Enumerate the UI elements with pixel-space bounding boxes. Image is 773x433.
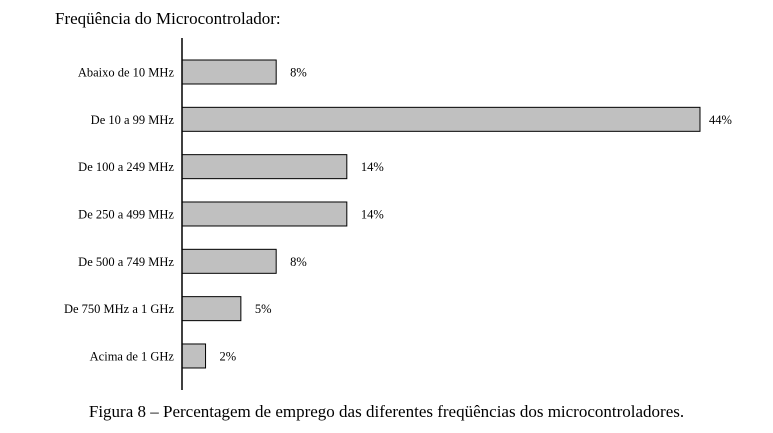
- category-label: De 10 a 99 MHz: [91, 113, 175, 127]
- category-label: Acima de 1 GHz: [90, 349, 175, 363]
- value-label: 2%: [220, 349, 237, 363]
- bar: [181, 106, 701, 132]
- bar: [181, 248, 277, 274]
- bars-group: Abaixo de 10 MHz 8% De 10 a 99 MHz 44% De 10…: [64, 59, 732, 369]
- value-label: 8%: [290, 255, 307, 269]
- category-label: De 100 a 249 MHz: [78, 160, 174, 174]
- bar: [181, 59, 277, 85]
- bar: [181, 201, 348, 227]
- bar: [181, 296, 242, 322]
- figure-caption: Figura 8 – Percentagem de emprego das di…: [88, 402, 685, 421]
- category-label: De 500 a 749 MHz: [78, 255, 174, 269]
- chart-title: Freqüência do Microcontrolador:: [55, 9, 281, 28]
- category-label: Abaixo de 10 MHz: [78, 66, 175, 80]
- value-label: 5%: [255, 302, 272, 316]
- value-label: 8%: [290, 66, 307, 80]
- value-label: 14%: [361, 160, 384, 174]
- bar: [181, 154, 348, 180]
- category-label: De 750 MHz a 1 GHz: [64, 302, 174, 316]
- value-label: 14%: [361, 207, 384, 221]
- category-label: De 250 a 499 MHz: [78, 207, 174, 221]
- value-label: 44%: [709, 113, 732, 127]
- bar: [181, 343, 207, 369]
